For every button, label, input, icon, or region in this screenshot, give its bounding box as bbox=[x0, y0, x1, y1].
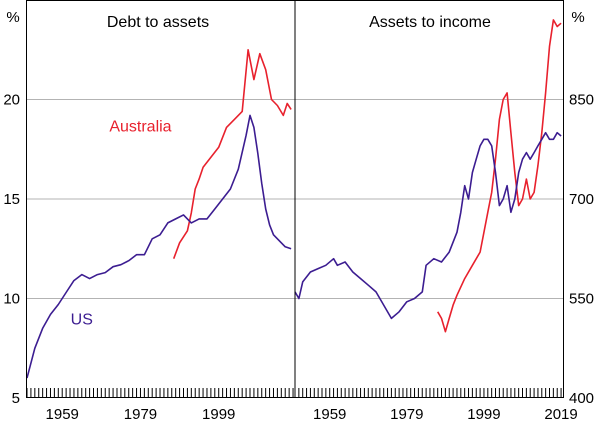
series-line-us bbox=[294, 131, 562, 320]
x-tick-label: 2019 bbox=[544, 406, 577, 423]
y-tick-label: 15 bbox=[3, 191, 20, 208]
right-yaxis-labels: 400 550 700 850 bbox=[569, 92, 594, 408]
y-tick-label: 20 bbox=[3, 92, 20, 109]
y-tick-label: 700 bbox=[569, 191, 594, 208]
x-tick-label: 1999 bbox=[202, 406, 235, 423]
right-unit-label: % bbox=[571, 9, 584, 26]
right-xticks bbox=[294, 388, 562, 398]
x-tick-label: 1979 bbox=[390, 406, 423, 423]
series-line-us bbox=[26, 114, 292, 379]
x-tick-label: 1959 bbox=[46, 406, 79, 423]
left-xaxis-labels: 1959 1979 1999 bbox=[46, 406, 236, 423]
us-label: US bbox=[71, 311, 93, 328]
x-tick-label: 1979 bbox=[124, 406, 157, 423]
right-series bbox=[294, 19, 562, 333]
left-series bbox=[26, 49, 292, 379]
left-panel-title: Debt to assets bbox=[107, 14, 209, 31]
right-panel: 400 550 700 850 1959 1979 1999 2019 Assets to … bbox=[294, 9, 594, 423]
right-xaxis-labels: 1959 1979 1999 2019 bbox=[313, 406, 578, 423]
x-tick-label: 1959 bbox=[313, 406, 346, 423]
y-tick-label: 550 bbox=[569, 291, 594, 308]
y-tick-label: 400 bbox=[569, 390, 594, 407]
left-panel: 5 10 15 20 1959 1979 1999 Debt to assets % Au… bbox=[3, 9, 295, 423]
series-line-australia bbox=[437, 19, 562, 333]
y-tick-label: 850 bbox=[569, 92, 594, 109]
left-unit-label: % bbox=[6, 9, 19, 26]
right-panel-title: Assets to income bbox=[369, 14, 491, 31]
y-tick-label: 5 bbox=[12, 390, 20, 407]
left-grid bbox=[27, 99, 295, 299]
australia-label: Australia bbox=[109, 118, 171, 135]
series-line-australia bbox=[172, 49, 292, 259]
y-tick-label: 10 bbox=[3, 291, 20, 308]
left-yaxis-labels: 5 10 15 20 bbox=[3, 92, 20, 408]
x-tick-label: 1999 bbox=[467, 406, 500, 423]
left-xticks bbox=[26, 388, 294, 398]
